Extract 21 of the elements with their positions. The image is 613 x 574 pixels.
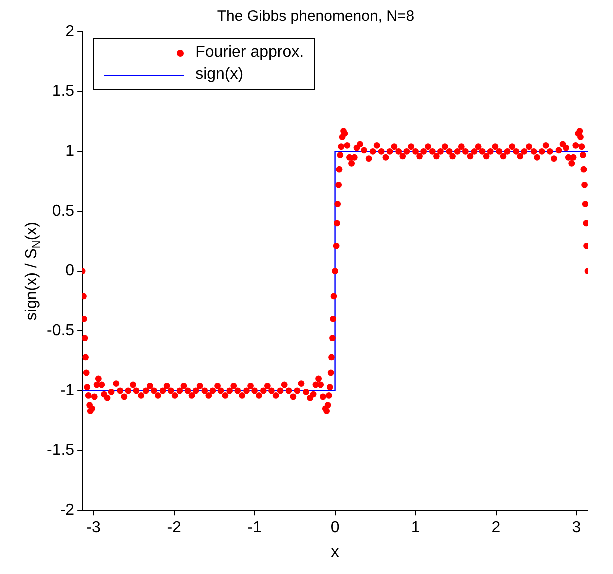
y-tick-label: -1.5 — [46, 442, 75, 460]
y-tick-label: 1 — [66, 143, 75, 160]
x-tick-label: 2 — [492, 520, 501, 537]
x-tick-label: -2 — [167, 520, 182, 537]
x-tick-label: -1 — [248, 520, 262, 537]
chart-title: The Gibbs phenomenon, N=8 — [217, 8, 415, 26]
legend-label: sign(x) — [196, 66, 244, 84]
y-tick-label: 2 — [66, 23, 75, 40]
x-tick-label: -3 — [86, 520, 102, 537]
y-axis-title: sign(x) / SN(x) — [23, 222, 44, 321]
y-tick-label: 0 — [66, 262, 75, 280]
y-tick-label: 0.5 — [52, 202, 75, 220]
y-tick-label: 1.5 — [52, 83, 75, 100]
y-tick-label: -2 — [60, 502, 75, 520]
x-tick-label: 1 — [411, 520, 420, 537]
legend-label: Fourier approx. — [196, 44, 304, 62]
x-tick-label: 3 — [572, 520, 582, 537]
y-tick-label: -0.5 — [46, 322, 75, 340]
y-tick-label: -1 — [60, 382, 75, 400]
x-axis-title: x — [331, 544, 340, 561]
x-tick-label: 0 — [330, 520, 340, 537]
